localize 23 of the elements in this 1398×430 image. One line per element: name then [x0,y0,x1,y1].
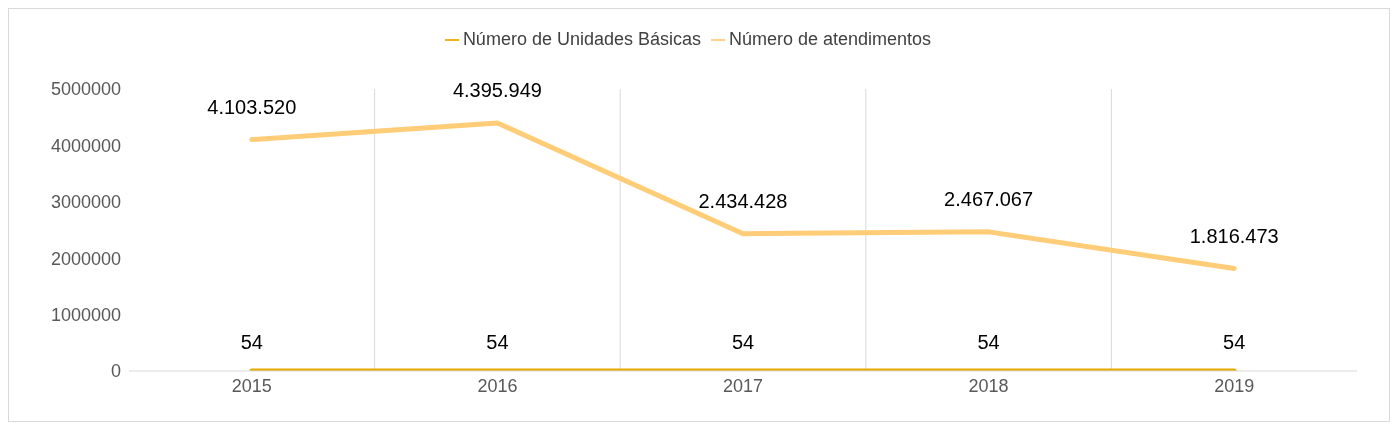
data-label: 54 [977,331,1000,353]
data-label: 4.395.949 [452,79,542,102]
y-tick-label: 2000000 [50,248,121,269]
x-tick-label: 2016 [477,375,518,396]
data-label: 54 [240,331,263,353]
data-label: 54 [731,331,755,353]
data-label: 2.434.428 [698,189,788,212]
y-tick-label: 5000000 [50,79,121,100]
y-tick-label: 0 [110,361,121,382]
x-tick-label: 2015 [231,375,272,396]
x-tick-label: 2018 [968,375,1009,396]
legend-label: Número de Unidades Básicas [462,29,701,49]
x-tick-label: 2019 [1214,375,1255,396]
y-tick-label: 4000000 [50,135,121,156]
x-tick-label: 2017 [722,375,764,396]
legend-label: Número de atendimentos [729,29,932,49]
data-label: 4.103.520 [207,95,297,118]
data-label: 1.816.473 [1189,224,1279,247]
data-label: 2.467.067 [944,187,1034,210]
y-tick-label: 3000000 [50,192,121,213]
data-label: 54 [486,331,509,353]
data-label: 54 [1223,331,1246,353]
y-tick-label: 1000000 [50,304,121,325]
